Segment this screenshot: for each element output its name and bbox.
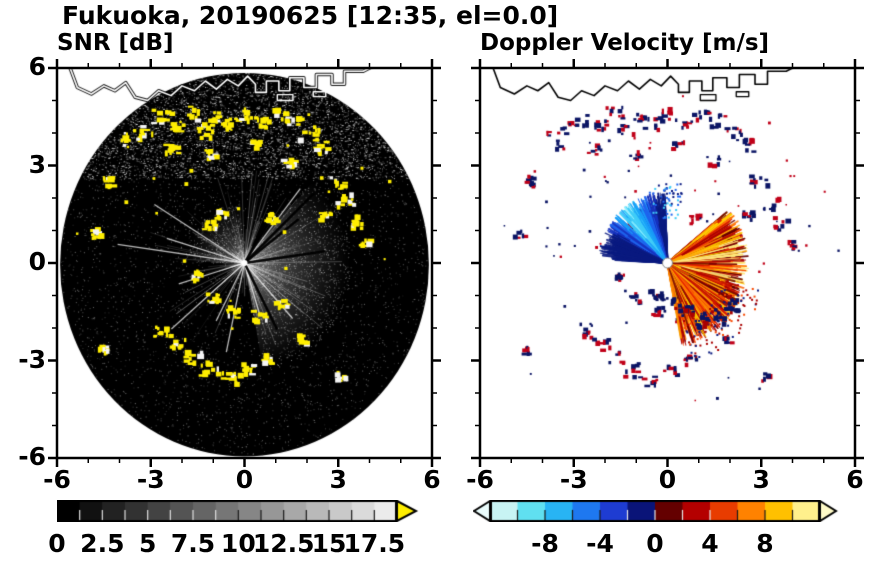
snr-colorbar bbox=[57, 500, 419, 522]
y-tick-label: -6 bbox=[18, 442, 46, 471]
doppler-panel-title: Doppler Velocity [m/s] bbox=[480, 30, 770, 56]
snr-colorbar-tick-label: 10 bbox=[220, 529, 256, 558]
doppler-colorbar-tick-label: 8 bbox=[756, 529, 774, 558]
doppler-colorbar-tick-label: -8 bbox=[531, 529, 559, 558]
snr-colorbar-tick-label: 5 bbox=[138, 529, 157, 558]
y-tick-label: -3 bbox=[18, 344, 46, 374]
snr-colorbar-tick-label: 12.5 bbox=[252, 529, 315, 558]
snr-colorbar-tick-label: 7.5 bbox=[170, 529, 216, 558]
x-tick-label: -6 bbox=[43, 465, 71, 494]
x-tick-label: 0 bbox=[235, 465, 254, 494]
x-tick-label: 6 bbox=[846, 465, 864, 494]
doppler-colorbar-tick-label: 4 bbox=[701, 529, 719, 558]
x-tick-label: 3 bbox=[329, 465, 347, 494]
y-tick-label: 6 bbox=[28, 52, 46, 81]
snr-colorbar-tick-label: 2.5 bbox=[80, 529, 125, 558]
doppler-ppi-plot bbox=[480, 68, 855, 458]
x-tick-label: -3 bbox=[136, 465, 165, 494]
x-tick-label: 3 bbox=[752, 465, 770, 494]
snr-colorbar-tick-label: 15 bbox=[311, 529, 347, 558]
x-tick-label: 0 bbox=[658, 465, 677, 494]
x-tick-label: -3 bbox=[559, 465, 588, 494]
doppler-colorbar-tick-label: 0 bbox=[646, 529, 664, 558]
snr-ppi-plot bbox=[57, 68, 432, 458]
doppler-colorbar bbox=[473, 500, 855, 522]
figure-title: Fukuoka, 20190625 [12:35, el=0.0] bbox=[62, 1, 559, 30]
y-tick-label: 3 bbox=[28, 149, 46, 179]
doppler-colorbar-tick-label: -4 bbox=[586, 529, 614, 558]
snr-colorbar-tick-label: 0 bbox=[48, 529, 66, 558]
x-tick-label: -6 bbox=[466, 465, 494, 494]
snr-colorbar-tick-label: 17.5 bbox=[343, 529, 406, 558]
snr-panel-title: SNR [dB] bbox=[57, 30, 174, 56]
y-tick-label: 0 bbox=[28, 247, 46, 276]
x-tick-label: 6 bbox=[423, 465, 441, 494]
